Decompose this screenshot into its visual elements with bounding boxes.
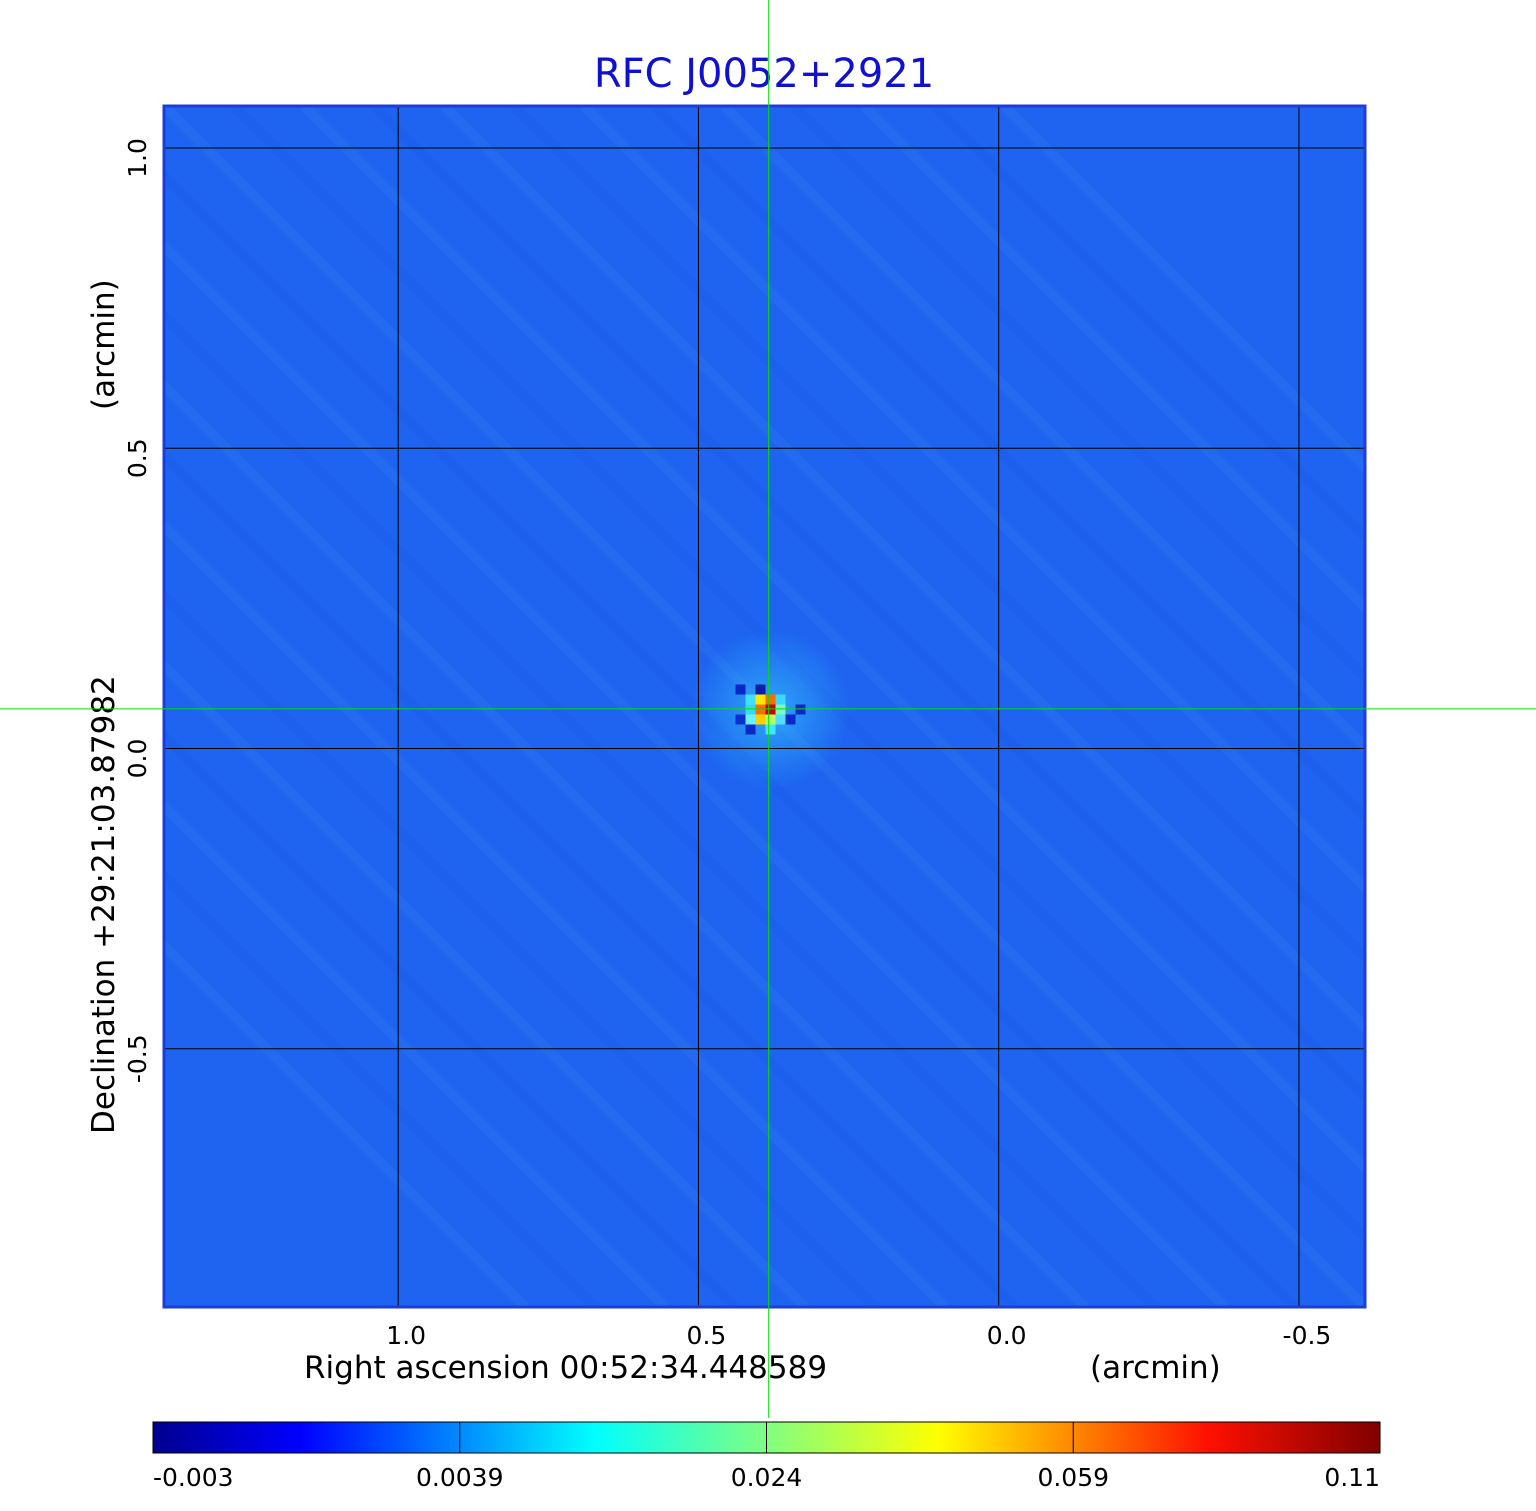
streak-line: [164, 378, 1089, 1307]
source-pixel: [745, 724, 756, 735]
colorbar-tick-label: 0.024: [731, 1463, 803, 1492]
streak-line: [1000, 106, 1365, 475]
streak-line: [370, 106, 1365, 1105]
x-tick-labels: 1.0 0.5 0.0 -0.5: [386, 1321, 1331, 1350]
x-axis-unit: (arcmin): [1090, 1350, 1221, 1386]
streak-line: [860, 106, 1365, 615]
streak-line: [164, 448, 1019, 1307]
streak-line: [164, 798, 669, 1307]
map-frame: [162, 104, 1367, 1309]
streak-line: [300, 106, 1365, 1175]
streak-line: [164, 728, 739, 1307]
source-pixel: [785, 714, 796, 725]
streak-line: [580, 106, 1365, 895]
x-tick-label: 1.0: [386, 1321, 426, 1350]
source-pixel: [755, 684, 766, 695]
source-pixel: [795, 704, 806, 715]
source-pixel: [745, 714, 756, 725]
streak-line: [164, 938, 529, 1307]
colorbar-tick-label: 0.0039: [416, 1463, 503, 1492]
source-pixel: [775, 704, 786, 715]
crosshair: [0, 0, 1536, 1418]
source-pixel: [765, 694, 776, 705]
streak-line: [164, 238, 1229, 1307]
colorbar-tick-label: 0.11: [1324, 1463, 1380, 1492]
streak-line: [164, 308, 1159, 1307]
x-tick-label: 0.0: [987, 1321, 1027, 1350]
streak-line: [164, 588, 879, 1307]
streak-line: [164, 658, 809, 1307]
x-tick-label: 0.5: [687, 1321, 727, 1350]
colorbar-tick-label: 0.059: [1037, 1463, 1109, 1492]
source-peak: [690, 629, 851, 790]
source-pixel: [735, 684, 746, 695]
sidelobe-streaks: [164, 106, 1365, 1307]
chart-title: RFC J0052+2921: [594, 51, 934, 97]
y-tick-label: 1.0: [123, 138, 152, 178]
y-axis-label: Declination +29:21:03.87982: [86, 675, 122, 1134]
source-pixel: [755, 694, 766, 705]
y-tick-label: 0.0: [123, 739, 152, 779]
source-pixel: [765, 714, 776, 725]
source-pixel: [765, 724, 776, 735]
colorbar-tick-label: -0.003: [153, 1463, 234, 1492]
y-axis-unit: (arcmin): [86, 279, 122, 410]
y-tick-label: -0.5: [123, 1034, 152, 1083]
source-pixel: [755, 704, 766, 715]
source-pixel: [755, 714, 766, 725]
streak-line: [650, 106, 1365, 825]
y-tick-label: 0.5: [123, 438, 152, 478]
source-pixel: [775, 694, 786, 705]
streak-line: [440, 106, 1365, 1035]
x-axis-label: Right ascension 00:52:34.448589: [304, 1350, 827, 1386]
source-pixel: [745, 694, 756, 705]
x-tick-label: -0.5: [1283, 1321, 1332, 1350]
image-map: [162, 104, 1367, 1309]
source-pixel: [735, 714, 746, 725]
y-tick-labels: 1.0 0.5 0.0 -0.5: [123, 138, 152, 1083]
grid-lines: [164, 106, 1365, 1307]
source-pixel: [775, 714, 786, 725]
source-pixel: [765, 704, 776, 715]
streak-line: [164, 518, 949, 1307]
source-pixel: [745, 704, 756, 715]
streak-line: [790, 106, 1365, 685]
streak-line: [510, 106, 1365, 965]
colorbar-ticks: -0.003 0.0039 0.024 0.059 0.11: [152, 1422, 1381, 1492]
colorbar: -0.003 0.0039 0.024 0.059 0.11: [152, 1421, 1381, 1492]
streak-line: [164, 868, 599, 1307]
streak-line: [720, 106, 1365, 755]
streak-line: [930, 106, 1365, 545]
